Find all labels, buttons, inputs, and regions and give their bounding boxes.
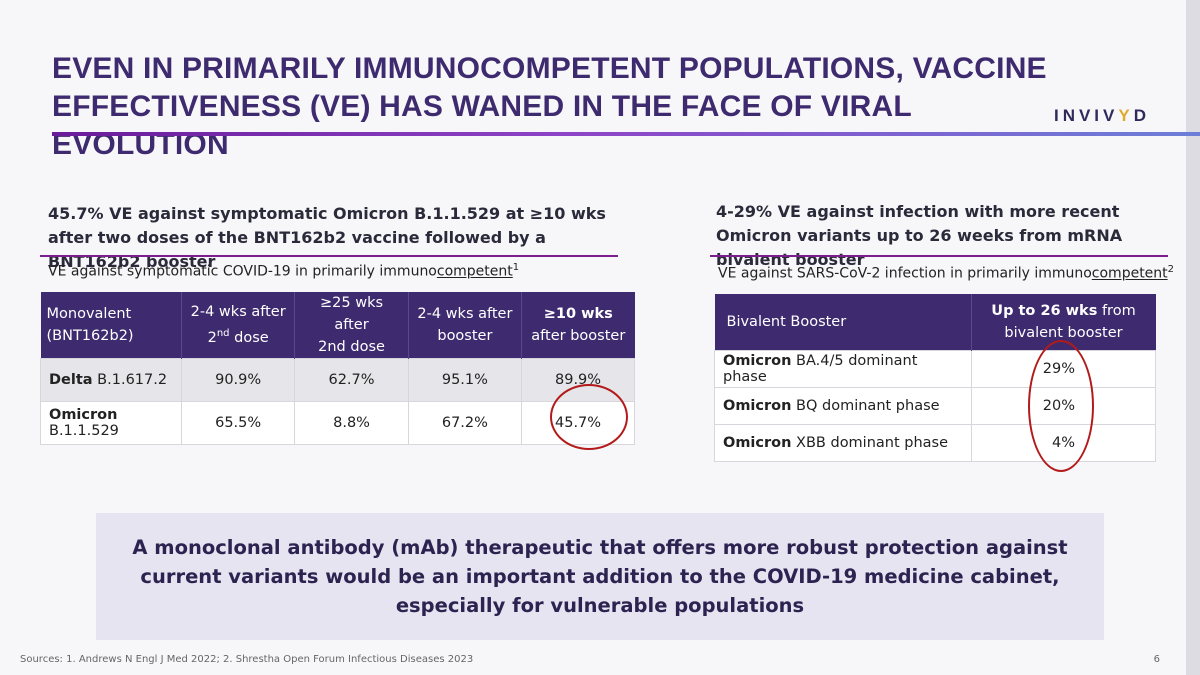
col-header-10wks-booster: ≥10 wks after booster bbox=[521, 292, 635, 359]
col-header-2-4wks-booster: 2-4 wks after booster bbox=[408, 292, 523, 359]
highlight-circle-right bbox=[1028, 340, 1094, 472]
row-label-omicron: Omicron B.1.1.529 bbox=[40, 401, 182, 445]
highlight-circle-left bbox=[550, 384, 628, 450]
right-subtitle: VE against SARS-CoV-2 infection in prima… bbox=[718, 264, 1174, 282]
logo-text-suffix: D bbox=[1133, 106, 1150, 125]
col-header-monovalent: Monovalent (BNT162b2) bbox=[40, 292, 182, 359]
logo-text-prefix: INVIV bbox=[1053, 106, 1119, 125]
left-heading-rule bbox=[40, 255, 618, 257]
table-cell: 95.1% bbox=[407, 358, 523, 402]
col-header-bivalent-booster: Bivalent Booster bbox=[714, 294, 972, 351]
row-label-xbb: Omicron XBB dominant phase bbox=[714, 424, 972, 462]
table-cell: 67.2% bbox=[407, 401, 523, 445]
table-header-row: Monovalent (BNT162b2) 2-4 wks after 2nd do… bbox=[40, 292, 635, 359]
page-number: 6 bbox=[1153, 654, 1160, 665]
left-subtitle-ref: 1 bbox=[512, 262, 520, 273]
logo-accent-letter: Y bbox=[1118, 106, 1134, 125]
table-header-row: Bivalent Booster Up to 26 wks from bivale… bbox=[714, 294, 1156, 351]
left-subtitle-text: VE against symptomatic COVID-19 in prima… bbox=[48, 263, 437, 280]
right-subtitle-ref: 2 bbox=[1167, 264, 1175, 275]
table-row: Delta B.1.617.2 90.9% 62.7% 95.1% 89.9% bbox=[40, 358, 635, 402]
slide-title: Even in primarily immunocompetent popula… bbox=[52, 52, 1047, 161]
left-heading: 45.7% VE against symptomatic Omicron B.1… bbox=[48, 204, 606, 271]
right-heading: 4-29% VE against infection with more rec… bbox=[716, 202, 1123, 269]
company-logo: INVIVYD bbox=[1054, 106, 1150, 126]
right-edge-strip bbox=[1186, 0, 1200, 675]
table-cell: 65.5% bbox=[180, 401, 296, 445]
right-heading-rule bbox=[710, 255, 1168, 257]
row-label-ba45: Omicron BA.4/5 dominant phase bbox=[714, 350, 972, 388]
col-header-2-4wks-2nd-dose: 2-4 wks after 2nd dose bbox=[181, 292, 296, 359]
col-header-25wks-2nd-dose: ≥25 wks after 2nd dose bbox=[294, 292, 409, 359]
table-cell: 62.7% bbox=[294, 358, 409, 402]
monovalent-ve-table: Monovalent (BNT162b2) 2-4 wks after 2nd do… bbox=[40, 292, 635, 445]
row-label-delta: Delta B.1.617.2 bbox=[40, 358, 182, 402]
table-cell: 90.9% bbox=[180, 358, 296, 402]
row-label-bq: Omicron BQ dominant phase bbox=[714, 387, 972, 425]
callout-box: A monoclonal antibody (mAb) therapeutic … bbox=[96, 513, 1104, 640]
sources-footnote: Sources: 1. Andrews N Engl J Med 2022; 2… bbox=[20, 654, 474, 665]
table-row: Omicron B.1.1.529 65.5% 8.8% 67.2% 45.7% bbox=[40, 401, 635, 445]
table-cell: 8.8% bbox=[294, 401, 409, 445]
right-subtitle-underlined: competent bbox=[1091, 265, 1168, 282]
right-subtitle-text: VE against SARS-CoV-2 infection in prima… bbox=[718, 265, 1092, 282]
title-underline bbox=[52, 132, 1200, 136]
left-subtitle-underlined: competent bbox=[436, 263, 513, 280]
left-subtitle: VE against symptomatic COVID-19 in prima… bbox=[48, 262, 519, 280]
